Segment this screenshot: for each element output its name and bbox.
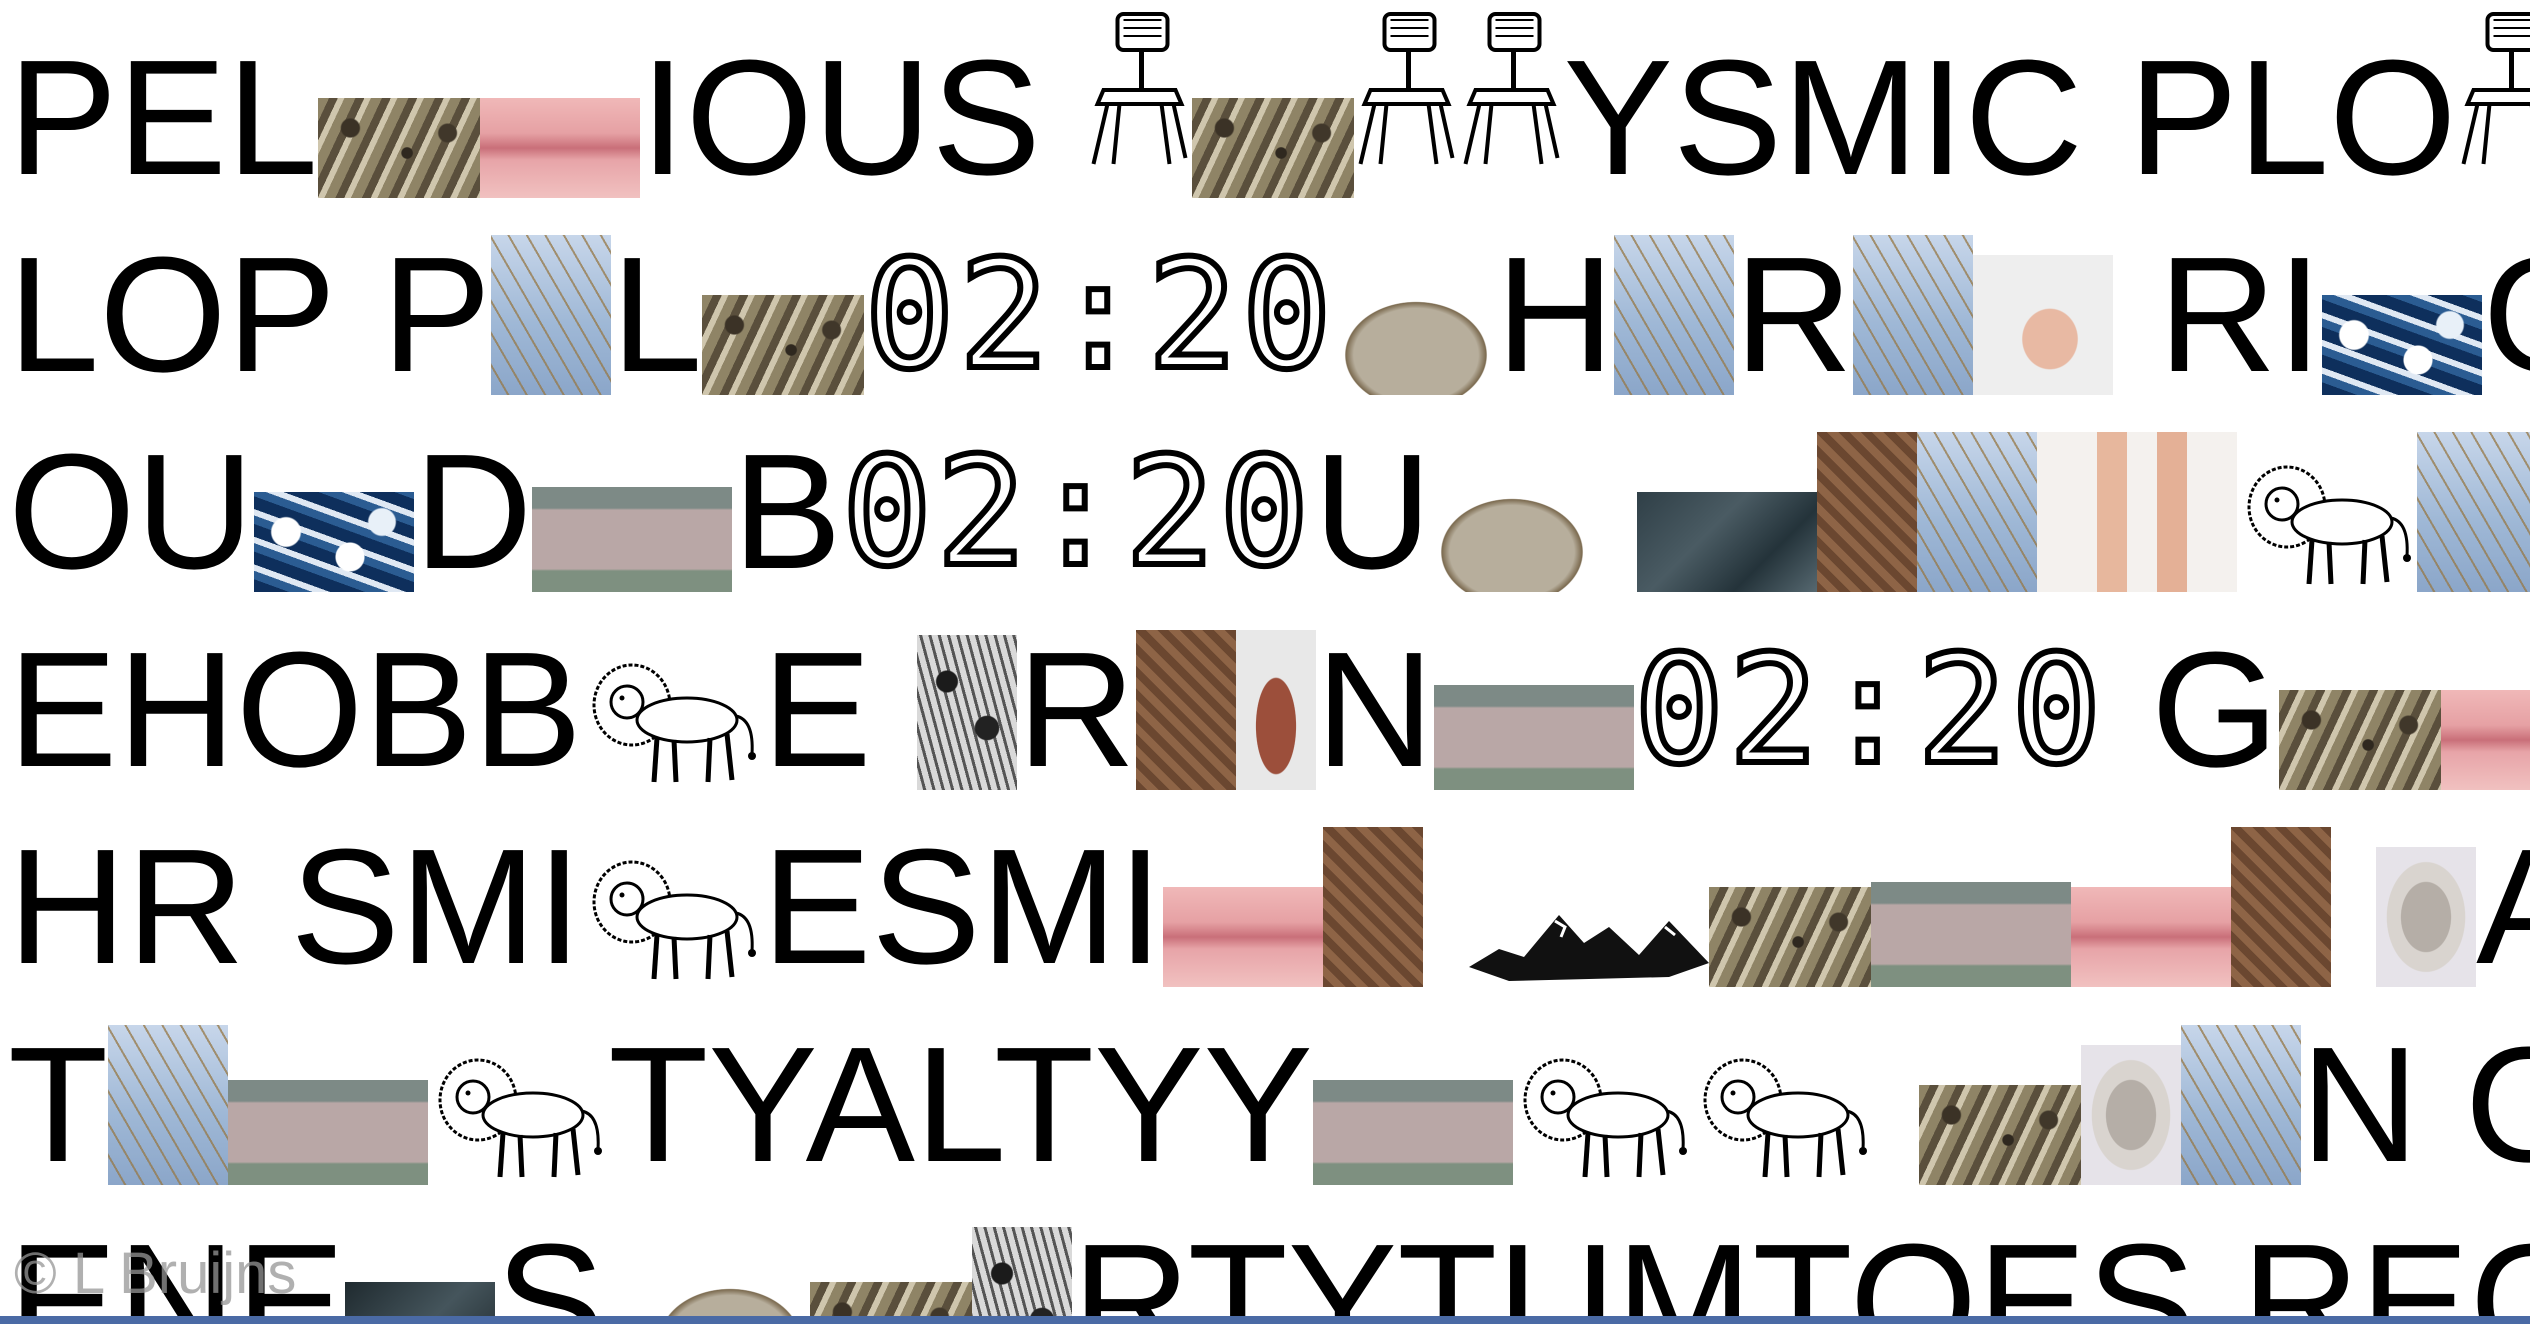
basket-icon — [1817, 432, 1918, 592]
grass-icon — [1917, 432, 2038, 592]
rebus-text: TYALTYY — [608, 1013, 1313, 1196]
lion-icon — [582, 847, 762, 987]
wall-icon — [532, 487, 733, 592]
rebus-text: HR SMI — [8, 815, 582, 998]
rebus-text: R — [1017, 618, 1136, 801]
mountains-icon — [1468, 897, 1709, 987]
rebus-text: RTYTUMTOES REGGI — [1072, 1210, 2530, 1324]
wall-icon — [1312, 1080, 1513, 1185]
rebus-text: YSMIC PLO — [1563, 26, 2457, 209]
grass-icon — [108, 1025, 229, 1185]
rebus-text — [2331, 825, 2377, 989]
bread-icon — [1335, 295, 1496, 395]
rebus-text: OU — [8, 420, 254, 603]
rebus-text: N C — [2300, 1013, 2530, 1196]
lion-icon — [1693, 1045, 1873, 1185]
chair-icon — [1087, 8, 1192, 168]
pot-icon — [1235, 630, 1316, 790]
rebus-line: HR SMI ESMI AL — [8, 797, 2530, 998]
basket-icon — [1135, 630, 1236, 790]
digital-clock-icon: 02:20 — [1631, 624, 2106, 798]
lips-icon — [479, 98, 640, 198]
rebus-text: E — [762, 618, 918, 801]
rebus-text — [1873, 1023, 1919, 1187]
feather-icon — [702, 295, 865, 395]
lion-icon — [1513, 1045, 1693, 1185]
feet-icon — [2037, 432, 2238, 592]
digital-clock-icon: 02:20 — [861, 229, 1336, 403]
rebus-text: S — [495, 1210, 651, 1324]
grass-icon — [2417, 432, 2530, 592]
hand-icon — [1972, 255, 2113, 395]
rebus-line: T TYALTYY N C — [8, 995, 2530, 1196]
rebus-text: LOP P — [8, 223, 492, 406]
rebus-text — [1423, 825, 1469, 989]
wool-icon — [2376, 847, 2477, 987]
rebus-line: ENE S RTYTUMTOES REGGI — [8, 1192, 2530, 1324]
rebus-text: EHOBB — [8, 618, 583, 801]
rebus-text: R — [1734, 223, 1853, 406]
rebus-text — [1592, 430, 1638, 594]
bottom-bar — [0, 1316, 2530, 1324]
rebus-text: D — [414, 420, 533, 603]
rebus-text: RI — [2112, 223, 2323, 406]
feather-icon — [1708, 887, 1871, 987]
feather-icon — [317, 98, 480, 198]
waves-icon — [254, 492, 414, 592]
wall-icon — [1870, 882, 2071, 987]
lips-icon — [2440, 690, 2530, 790]
chair-icon — [2457, 8, 2530, 168]
chair-icon — [1459, 8, 1564, 168]
basket-icon — [1322, 827, 1423, 987]
lips-icon — [2070, 887, 2231, 987]
cloth-icon — [1637, 492, 1818, 592]
wool-icon — [2080, 1045, 2181, 1185]
grass-icon — [1614, 235, 1735, 395]
rebus-text: N — [1315, 618, 1434, 801]
grass-icon — [1852, 235, 1973, 395]
rebus-text: ENE — [8, 1210, 346, 1324]
wall-icon — [228, 1080, 429, 1185]
rebus-text: B — [732, 420, 842, 603]
rebus-text: AL — [2476, 825, 2530, 989]
rebus-text: U — [1313, 420, 1432, 603]
grass-icon — [2180, 1025, 2301, 1185]
chair-icon — [1354, 8, 1459, 168]
rebus-text: IOUS — [639, 26, 1087, 209]
rebus-text: PEL — [8, 26, 318, 209]
feather-icon — [2278, 690, 2441, 790]
lion-icon — [428, 1045, 608, 1185]
rebus-text: T — [8, 1013, 109, 1196]
watermark: © L Bruijns — [14, 1241, 297, 1306]
rebus-text: L — [611, 223, 703, 406]
rebus-text: G — [2105, 618, 2279, 801]
lion-icon — [2237, 452, 2417, 592]
digital-clock-icon: 02:20 — [839, 426, 1314, 600]
rebus-text: ESMI — [762, 815, 1163, 998]
feather-icon — [1191, 98, 1354, 198]
basket-icon — [2230, 827, 2331, 987]
feather-icon — [1918, 1085, 2081, 1185]
bread-icon — [1431, 492, 1592, 592]
bw-icon — [972, 1227, 1073, 1324]
grass-icon — [491, 235, 612, 395]
bw-icon — [917, 635, 1018, 790]
waves-icon — [2322, 295, 2483, 395]
wall-icon — [1434, 685, 1634, 790]
lion-icon — [582, 650, 762, 790]
rebus-line: LOP P L 02:20 HR RI GR — [8, 205, 2530, 406]
rebus-text: GR — [2482, 233, 2530, 397]
lips-icon — [1162, 887, 1323, 987]
rebus-text: H — [1495, 223, 1615, 406]
